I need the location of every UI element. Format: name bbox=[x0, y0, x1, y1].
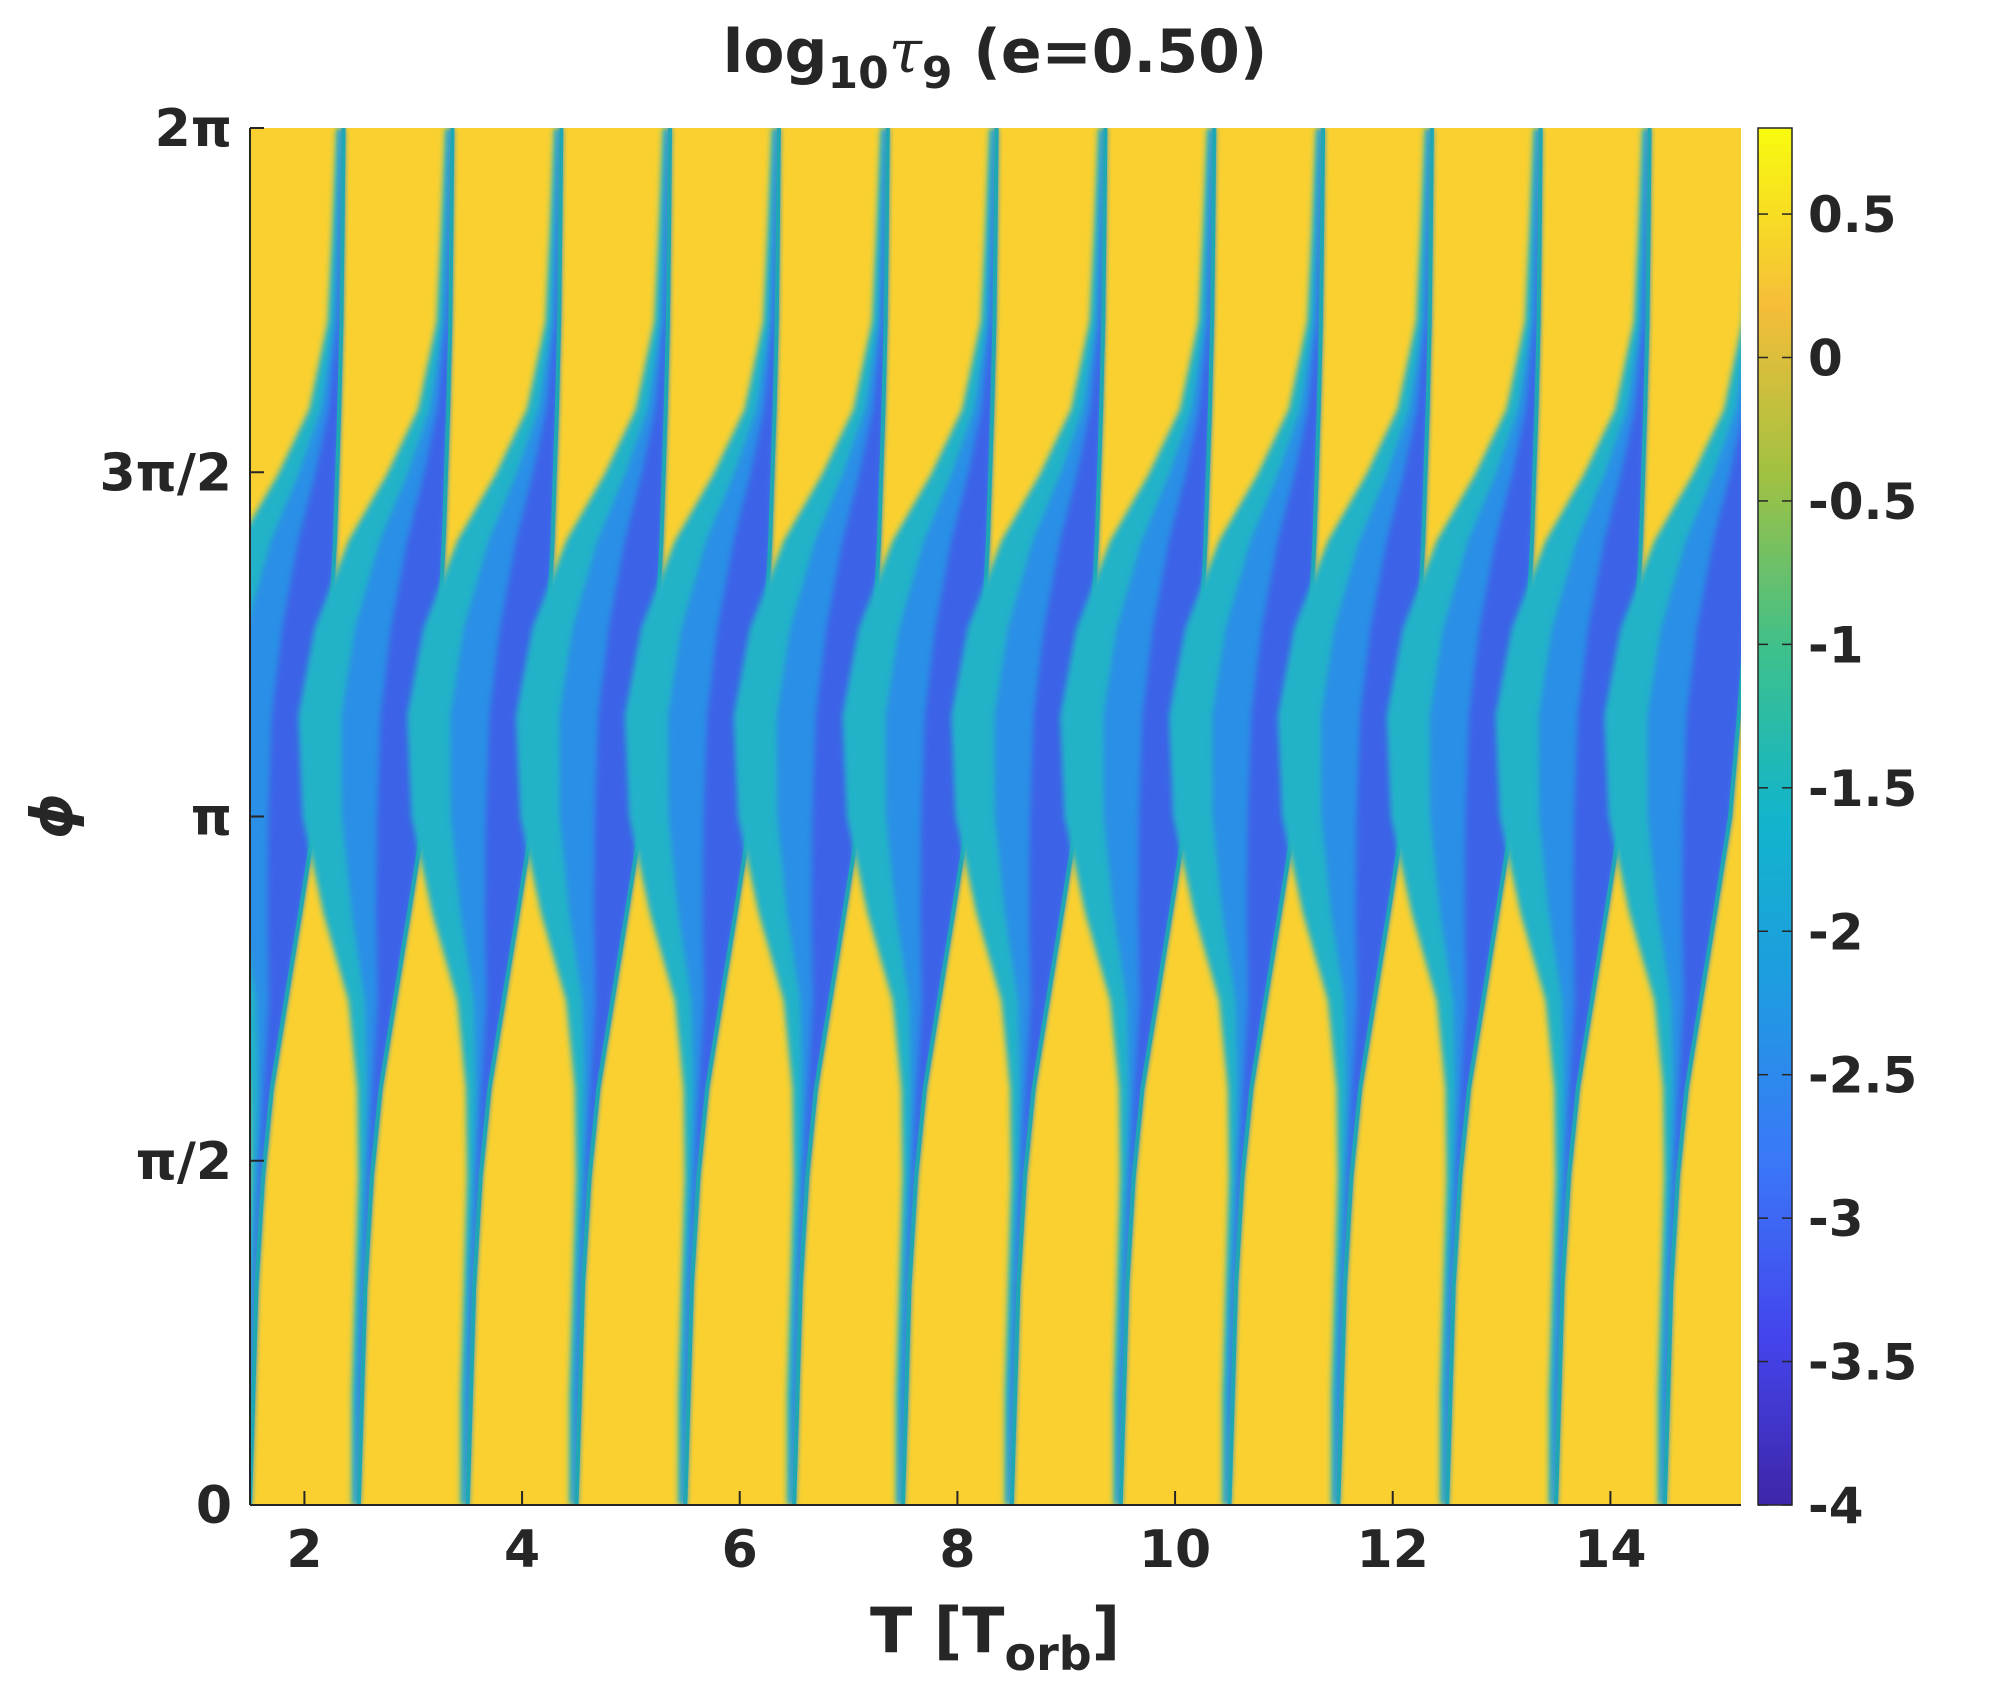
stripe-edge bbox=[1662, 660, 1741, 1505]
x-tick-label: 4 bbox=[504, 1520, 540, 1580]
y-tick-label: π bbox=[191, 788, 232, 848]
x-tick-label: 2 bbox=[286, 1520, 322, 1580]
x-tick-label: 12 bbox=[1357, 1520, 1429, 1580]
colorbar-tick-label: -2 bbox=[1808, 903, 1864, 961]
stripe-band-core bbox=[1663, 421, 1741, 1505]
colorbar-tick-label: -2.5 bbox=[1808, 1047, 1917, 1105]
stripe-band-core bbox=[792, 128, 888, 1505]
colorbar-tick-label: 0.5 bbox=[1808, 186, 1897, 244]
stripe-band-core bbox=[357, 128, 453, 1505]
x-tick-label: 6 bbox=[722, 1520, 758, 1580]
stripe-band-core bbox=[1010, 128, 1106, 1505]
x-ticks: 2 4 6 8 10 12 14 bbox=[286, 1491, 1647, 1580]
stripe-band-core bbox=[1228, 128, 1324, 1505]
x-tick-label: 8 bbox=[939, 1520, 975, 1580]
heatmap-stripe bbox=[733, 128, 890, 1505]
y-axis-label: ϕ bbox=[18, 793, 86, 839]
stripe-band-core bbox=[1119, 128, 1215, 1505]
colorbar-gradient bbox=[1757, 127, 1793, 1506]
stripe-band-core bbox=[1337, 128, 1432, 1505]
colorbar-tick-label: -3.5 bbox=[1808, 1334, 1917, 1392]
x-tick-label: 14 bbox=[1574, 1520, 1646, 1580]
x-tick-label: 10 bbox=[1139, 1520, 1211, 1580]
colorbar: 0.5 0 -0.5 -1 -1.5 -2 -2.5 -3 -3.5 -4 bbox=[1757, 127, 1917, 1535]
stripe-band-core bbox=[1445, 128, 1541, 1505]
colorbar-tick-label: -0.5 bbox=[1808, 473, 1917, 531]
colorbar-tick-label: -3 bbox=[1808, 1190, 1864, 1248]
y-ticks: 0 π/2 π 3π/2 2π bbox=[100, 99, 264, 1536]
colorbar-ticks: 0.5 0 -0.5 -1 -1.5 -2 -2.5 -3 -3.5 -4 bbox=[1758, 186, 1917, 1535]
plot-area bbox=[250, 128, 1741, 1505]
stripe-band-core bbox=[1554, 128, 1650, 1505]
colorbar-tick-label: -1 bbox=[1808, 616, 1864, 674]
x-axis-label: T [Torb] bbox=[870, 1594, 1120, 1681]
y-tick-label: π/2 bbox=[136, 1132, 232, 1192]
heatmap-stripe bbox=[1604, 328, 1741, 1505]
stripe-band-core bbox=[684, 128, 779, 1505]
heatmap-stripe bbox=[1495, 128, 1652, 1505]
y-tick-label: 3π/2 bbox=[100, 443, 233, 503]
colorbar-tick-label: 0 bbox=[1808, 330, 1843, 388]
colorbar-tick-label: -4 bbox=[1808, 1477, 1864, 1535]
stripe-band-core bbox=[466, 128, 562, 1505]
heatmap-stripe bbox=[407, 128, 564, 1505]
colorbar-tick-label: -1.5 bbox=[1808, 760, 1917, 818]
y-tick-label: 0 bbox=[196, 1476, 232, 1536]
stripe-band-core bbox=[901, 128, 997, 1505]
stripe-layer bbox=[250, 128, 1741, 1505]
stripe-band-core bbox=[250, 128, 344, 1505]
y-tick-label: 2π bbox=[155, 99, 232, 159]
chart-title: log10τ9 (e=0.50) bbox=[723, 17, 1268, 99]
stripe-band-core bbox=[575, 128, 671, 1505]
